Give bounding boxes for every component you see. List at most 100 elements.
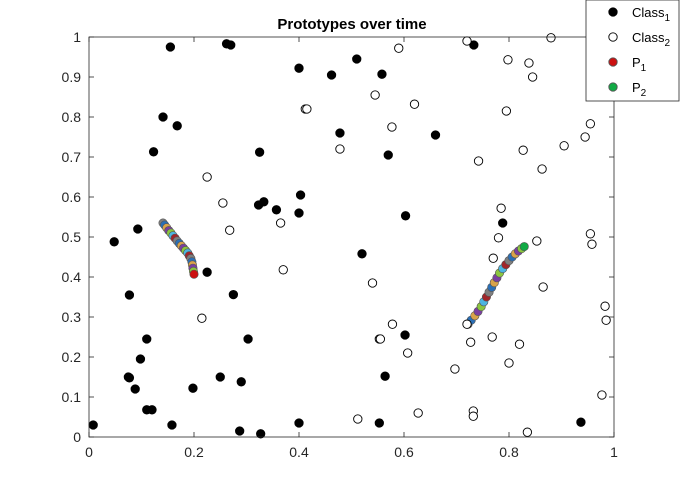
point-class-1 [148, 147, 159, 157]
legend-marker [608, 7, 618, 17]
point-class-2 [387, 319, 398, 329]
point-class-1 [326, 70, 337, 80]
point-class-1 [294, 208, 304, 218]
point-class-2 [487, 332, 497, 342]
point-class-1 [498, 218, 508, 228]
point-class-2 [473, 156, 484, 166]
point-class-1 [158, 112, 168, 122]
legend-marker [608, 57, 618, 67]
point-class-1 [165, 42, 176, 52]
point-class-2 [413, 408, 423, 418]
x-tick-label: 0.4 [289, 444, 309, 460]
point-class-2 [302, 104, 312, 114]
point-class-2 [218, 198, 228, 208]
point-class-1 [147, 405, 157, 415]
point-class-2 [537, 164, 547, 174]
point-class-1 [469, 40, 479, 50]
y-tick-label: 0 [73, 429, 81, 445]
point-class-2 [504, 358, 514, 368]
point-class-1 [236, 377, 246, 387]
point-class-2 [518, 145, 528, 155]
point-class-2 [546, 33, 556, 43]
point-class-2 [501, 106, 512, 116]
point-class-2 [524, 58, 534, 68]
point-p-1 [189, 269, 199, 279]
point-class-1 [130, 384, 140, 394]
y-tick-label: 1 [73, 29, 81, 45]
point-class-1 [133, 224, 143, 234]
point-class-1 [383, 150, 393, 160]
point-class-2 [275, 218, 286, 228]
y-tick-label: 0.2 [62, 349, 82, 365]
legend-marker [608, 82, 618, 92]
point-class-1 [400, 330, 410, 340]
point-class-2 [532, 236, 542, 246]
y-tick-label: 0.4 [62, 269, 82, 285]
point-class-1 [430, 130, 441, 140]
point-class-2 [197, 313, 207, 323]
point-class-1 [576, 417, 586, 427]
point-class-1 [380, 371, 390, 381]
point-class-2 [522, 427, 533, 437]
point-class-1 [243, 334, 253, 344]
point-class-1 [357, 249, 367, 259]
point-class-2 [496, 203, 506, 213]
point-class-2 [462, 36, 472, 46]
point-class-1 [374, 418, 384, 428]
axes: 0 0.2 0.4 0.6 0.8 1 0 0.1 0.2 0.3 0.4 0.5 0.6 0.7 0.8 0… [62, 29, 619, 460]
y-tick-label: 0.9 [62, 69, 82, 85]
point-class-2 [394, 43, 404, 53]
point-class-2 [559, 141, 569, 151]
point-class-2 [278, 265, 288, 275]
x-tick-label: 1 [610, 444, 618, 460]
y-tick-label: 0.3 [62, 309, 82, 325]
point-class-1 [235, 426, 245, 436]
point-class-2 [370, 90, 380, 100]
y-tick-label: 0.6 [62, 189, 82, 205]
point-class-1 [135, 354, 146, 364]
point-class-1 [295, 190, 306, 200]
point-class-1 [226, 40, 236, 50]
point-class-1 [335, 128, 345, 138]
point-class-2 [387, 122, 397, 132]
point-class-2 [353, 414, 363, 424]
point-class-2 [462, 319, 472, 329]
point-class-2 [514, 339, 525, 349]
point-class-2 [585, 229, 596, 239]
point-class-2 [580, 132, 590, 142]
point-class-2 [375, 334, 386, 344]
point-class-2 [335, 144, 345, 154]
point-class-1 [400, 211, 411, 221]
point-class-1 [294, 418, 304, 428]
point-class-2 [466, 337, 476, 347]
point-class-2 [409, 99, 420, 109]
chart-title: Prototypes over time [277, 16, 426, 33]
point-class-1 [254, 147, 265, 157]
point-class-1 [88, 420, 98, 430]
y-tick-label: 0.1 [62, 389, 82, 405]
point-class-2 [538, 282, 548, 292]
point-class-1 [259, 197, 269, 207]
x-tick-label: 0.2 [184, 444, 204, 460]
point-class-2 [403, 348, 413, 358]
point-class-2 [468, 411, 478, 421]
x-tick-label: 0 [85, 444, 93, 460]
y-tick-label: 0.7 [62, 149, 82, 165]
point-class-1 [142, 334, 152, 344]
point-class-1 [172, 121, 182, 131]
point-class-1 [352, 54, 362, 64]
point-class-1 [124, 290, 135, 300]
legend: Class1 Class2 P1 P2 [585, 0, 680, 102]
data-points [88, 33, 611, 439]
point-class-1 [109, 237, 119, 247]
legend-label: P2 [632, 80, 647, 99]
point-class-2 [225, 225, 235, 235]
point-class-2 [600, 301, 610, 311]
point-class-2 [601, 315, 611, 325]
point-class-2 [587, 239, 597, 249]
point-class-1 [188, 383, 198, 393]
legend-label: P1 [632, 55, 647, 74]
point-class-2 [493, 233, 504, 243]
x-tick-label: 0.6 [394, 444, 414, 460]
